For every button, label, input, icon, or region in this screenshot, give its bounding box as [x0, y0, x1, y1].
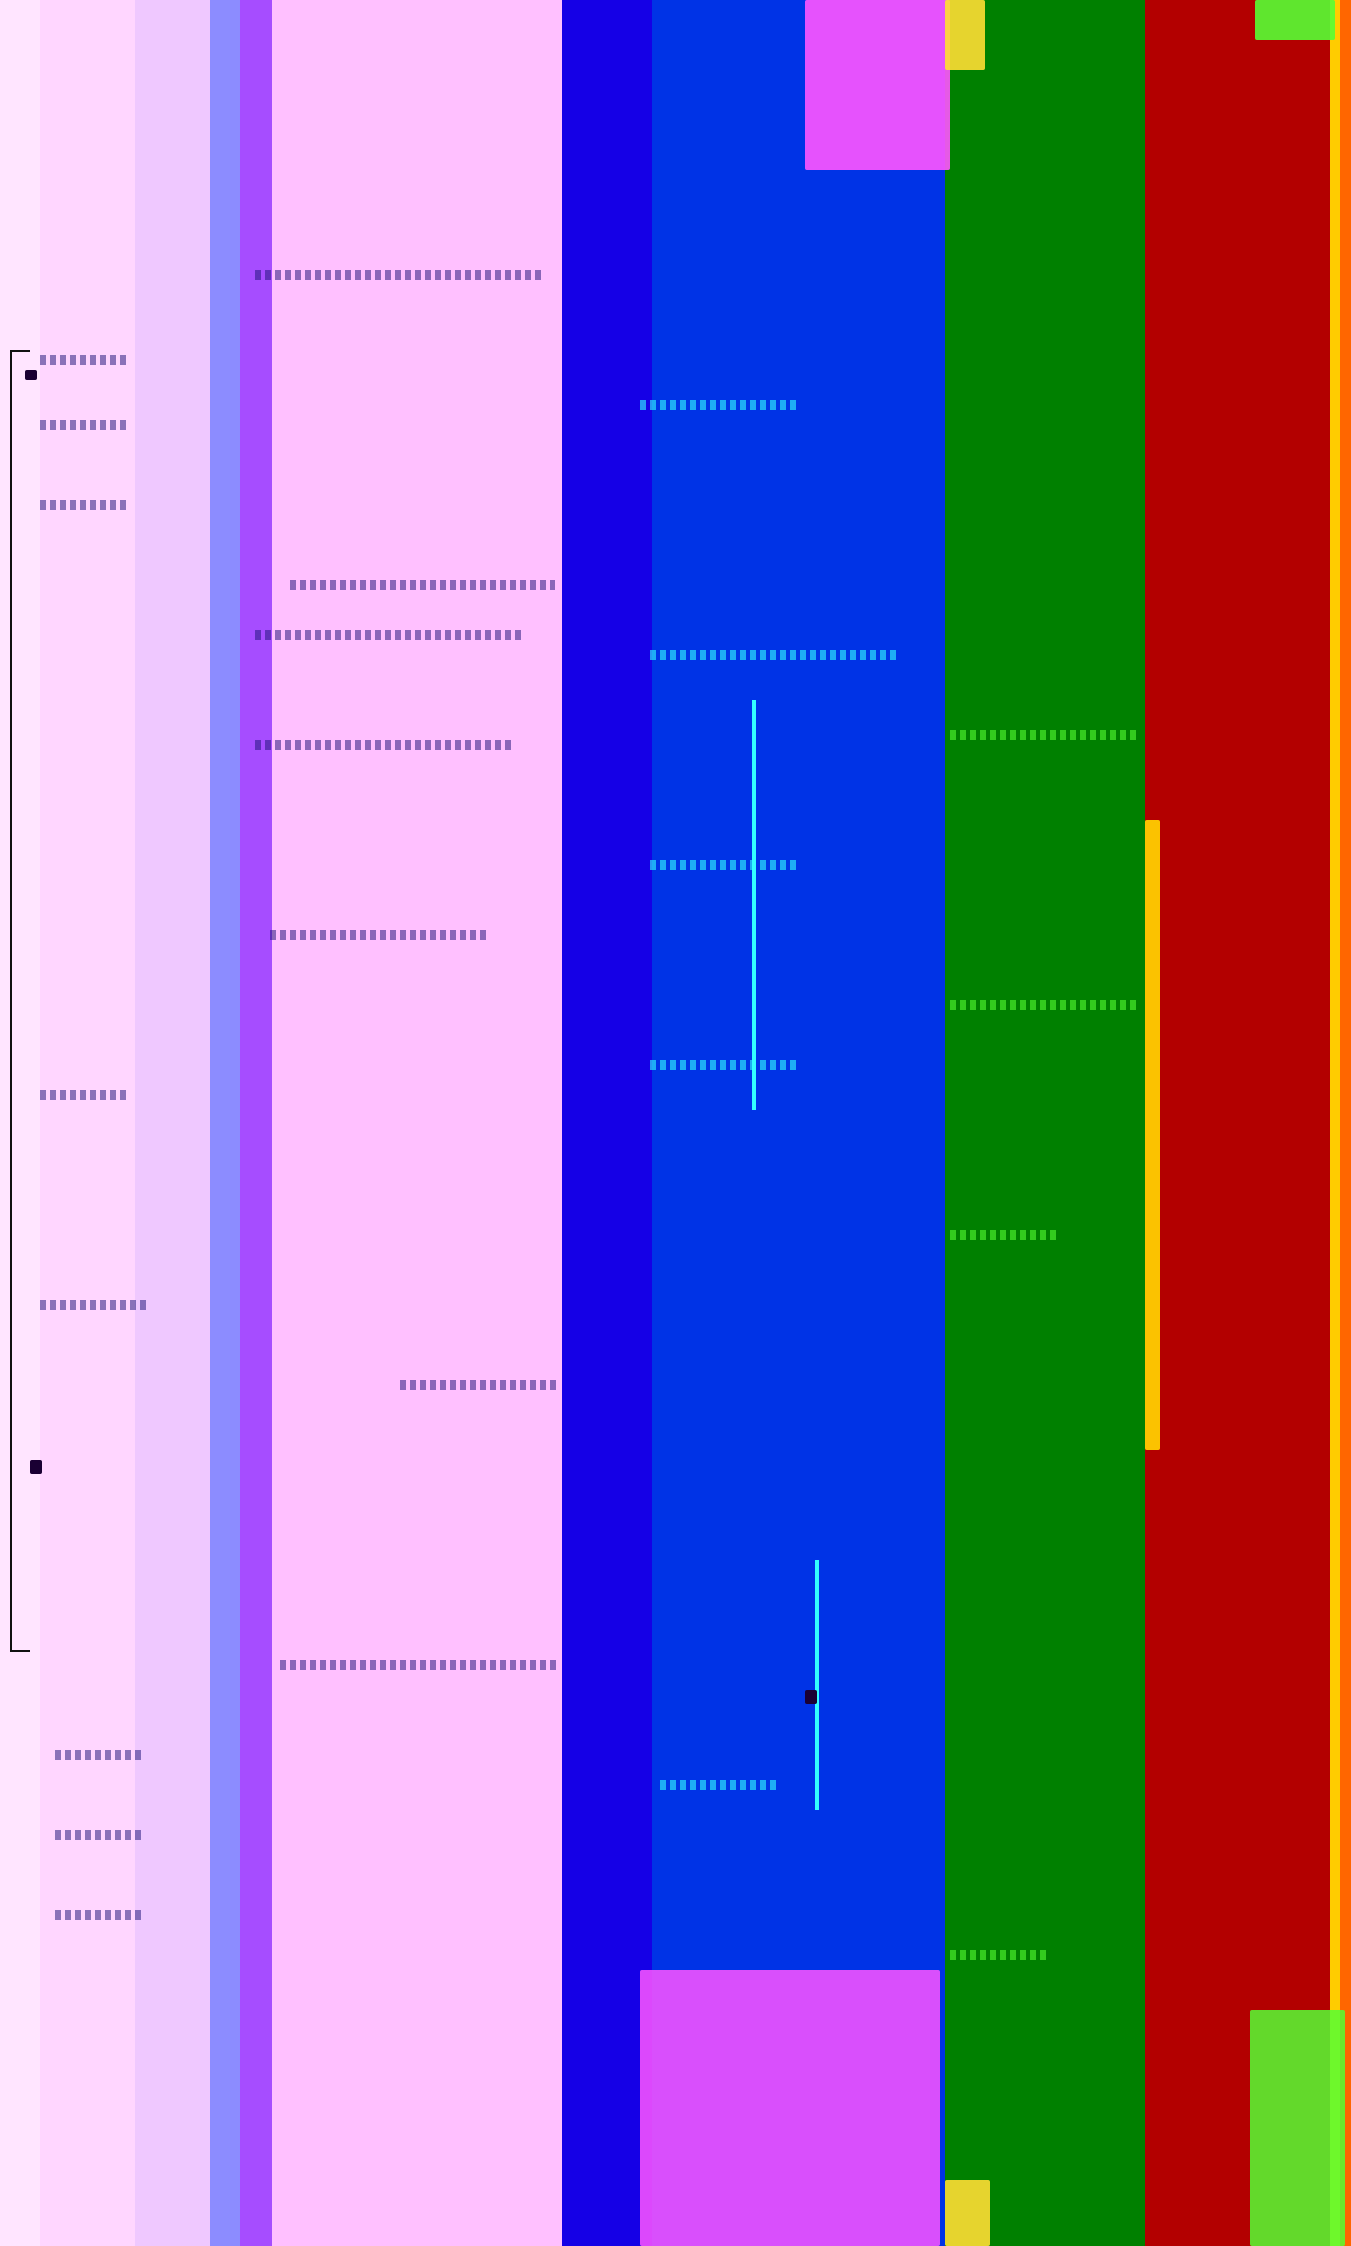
top-magenta-blob	[805, 0, 950, 170]
text-artifact-row	[40, 355, 130, 365]
band-lilac-1	[0, 0, 40, 2246]
band-lilac-2	[40, 0, 135, 2246]
text-artifact-row	[255, 270, 545, 280]
text-artifact-row	[40, 420, 130, 430]
left-bracket-top	[10, 350, 30, 352]
text-artifact-row	[40, 500, 130, 510]
text-artifact-row	[400, 1380, 560, 1390]
bottom-right-lime-blob	[1250, 2010, 1345, 2246]
text-artifact-row	[640, 400, 800, 410]
text-artifact-row	[270, 930, 490, 940]
band-lilac-3	[135, 0, 210, 2246]
top-right-lime-blob	[1255, 0, 1335, 40]
dark-marker	[25, 370, 37, 380]
band-yellow	[1330, 0, 1340, 2246]
text-artifact-row	[950, 730, 1140, 740]
text-artifact-row	[280, 1660, 560, 1670]
text-artifact-row	[650, 1060, 800, 1070]
text-artifact-row	[40, 1300, 150, 1310]
text-artifact-row	[950, 1000, 1140, 1010]
text-artifact-row	[255, 630, 525, 640]
left-vertical-line	[10, 350, 12, 1650]
text-artifact-row	[40, 1090, 130, 1100]
text-artifact-row	[255, 740, 515, 750]
text-artifact-row	[650, 860, 800, 870]
band-blue	[652, 0, 945, 2246]
bottom-magenta-blob	[640, 1970, 940, 2246]
cyan-vertical-line-2	[815, 1560, 819, 1810]
band-green	[945, 0, 1145, 2246]
text-artifact-row	[55, 1830, 145, 1840]
band-orange	[1340, 0, 1351, 2246]
band-pink	[272, 0, 562, 2246]
text-artifact-row	[290, 580, 555, 590]
text-artifact-row	[55, 1750, 145, 1760]
left-bracket-bottom	[10, 1650, 30, 1652]
dark-marker	[30, 1460, 42, 1474]
band-periwinkle	[210, 0, 240, 2246]
bottom-left-yellow-spot	[945, 2180, 990, 2246]
band-indigo	[562, 0, 652, 2246]
text-artifact-row	[950, 1230, 1060, 1240]
cyan-vertical-line-1	[752, 700, 756, 1110]
text-artifact-row	[55, 1910, 145, 1920]
band-purple	[240, 0, 272, 2246]
band-red	[1145, 0, 1330, 2246]
text-artifact-row	[650, 650, 900, 660]
top-left-yellow-spot	[945, 0, 985, 70]
dark-marker	[805, 1690, 817, 1704]
yellow-stripe-right	[1145, 820, 1160, 1450]
text-artifact-row	[660, 1780, 780, 1790]
text-artifact-row	[950, 1950, 1050, 1960]
